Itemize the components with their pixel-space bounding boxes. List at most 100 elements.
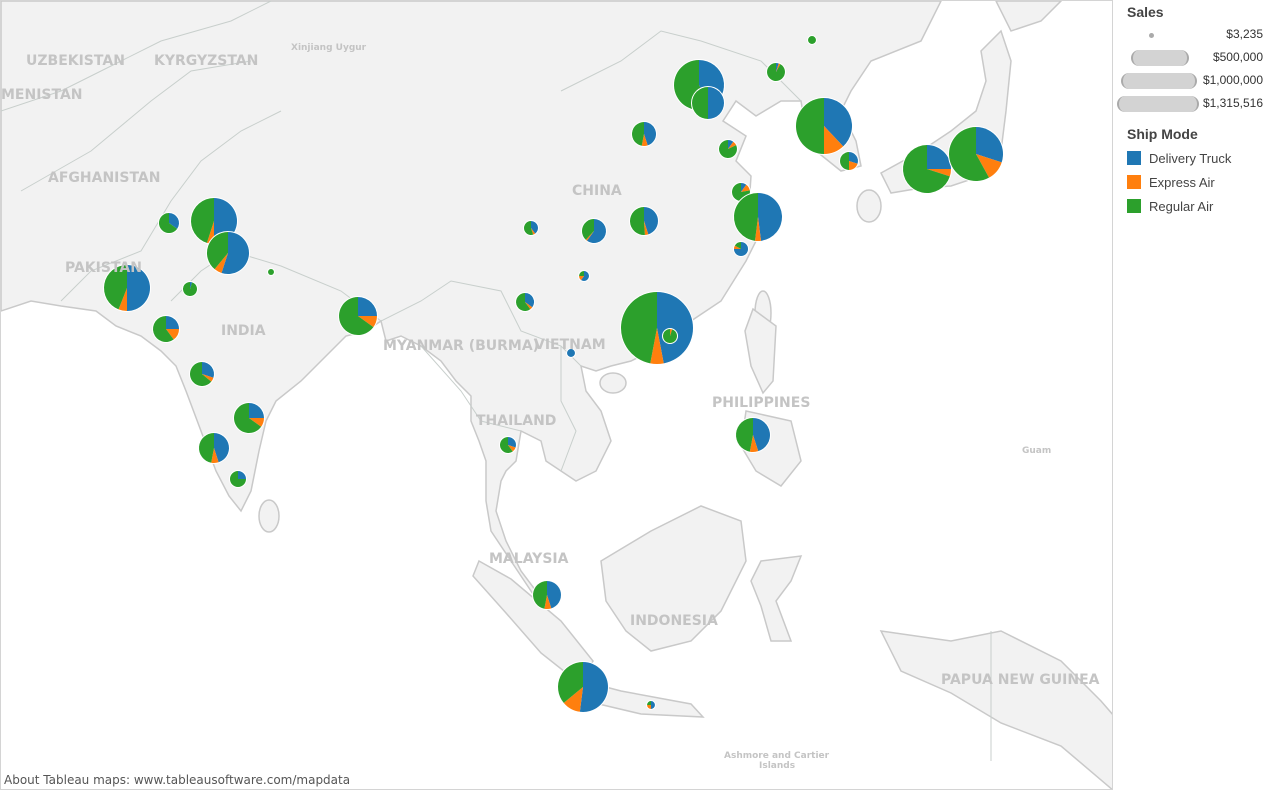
pie-slice-delivery-truck[interactable]	[166, 315, 180, 329]
pie-mark[interactable]	[205, 230, 251, 276]
pie-slice-regular-air[interactable]	[516, 293, 531, 311]
pie-slice-express-air[interactable]	[849, 161, 858, 170]
pie-slice-express-air[interactable]	[754, 217, 762, 242]
pie-slice-delivery-truck[interactable]	[238, 470, 247, 479]
pie-mark[interactable]	[766, 62, 786, 82]
pie-slice-delivery-truck[interactable]	[651, 701, 655, 709]
pie-slice-regular-air[interactable]	[902, 144, 950, 194]
pie-slice-delivery-truck[interactable]	[249, 403, 264, 418]
pie-mark[interactable]	[557, 661, 609, 713]
ship-mode-legend-item[interactable]: Delivery Truck	[1127, 146, 1263, 170]
pie-slice-express-air[interactable]	[585, 231, 594, 241]
ship-mode-legend-item[interactable]: Regular Air	[1127, 194, 1263, 218]
pie-slice-express-air[interactable]	[650, 328, 664, 364]
pie-mark[interactable]	[338, 296, 378, 336]
pie-slice-delivery-truck[interactable]	[547, 580, 562, 609]
pie-mark[interactable]	[732, 191, 784, 243]
pie-mark[interactable]	[732, 240, 750, 258]
pie-slice-express-air[interactable]	[579, 276, 584, 281]
pie-slice-express-air[interactable]	[733, 245, 741, 249]
pie-slice-express-air[interactable]	[118, 288, 127, 312]
pie-slice-express-air[interactable]	[211, 448, 219, 463]
pie-slice-express-air[interactable]	[166, 329, 180, 340]
pie-slice-delivery-truck[interactable]	[531, 220, 539, 234]
pie-slice-regular-air[interactable]	[579, 271, 584, 276]
pie-mark[interactable]	[901, 143, 953, 195]
pie-slice-delivery-truck[interactable]	[644, 122, 656, 146]
pie-slice-delivery-truck[interactable]	[927, 144, 952, 169]
pie-mark[interactable]	[735, 417, 771, 453]
pie-mark[interactable]	[267, 268, 275, 276]
pie-slice-delivery-truck[interactable]	[358, 297, 377, 316]
pie-slice-delivery-truck[interactable]	[169, 212, 180, 229]
pie-mark[interactable]	[661, 327, 679, 345]
pie-slice-regular-air[interactable]	[808, 36, 816, 44]
pie-mark[interactable]	[157, 211, 181, 235]
pie-slice-regular-air[interactable]	[795, 97, 824, 155]
pie-slice-regular-air[interactable]	[532, 580, 547, 609]
pie-slice-regular-air[interactable]	[629, 206, 645, 236]
pie-mark[interactable]	[566, 348, 576, 358]
pie-slice-regular-air[interactable]	[558, 662, 583, 703]
pie-slice-regular-air[interactable]	[206, 231, 228, 270]
pie-slice-regular-air[interactable]	[734, 241, 741, 249]
pie-slice-delivery-truck[interactable]	[508, 436, 517, 448]
pie-slice-delivery-truck[interactable]	[221, 231, 250, 275]
pie-slice-regular-air[interactable]	[736, 418, 753, 452]
pie-slice-express-air[interactable]	[358, 316, 377, 328]
pie-mark[interactable]	[151, 314, 181, 344]
pie-slice-express-air[interactable]	[202, 374, 214, 382]
pie-mark[interactable]	[718, 139, 738, 159]
pie-slice-regular-air[interactable]	[719, 140, 737, 158]
pie-slice-express-air[interactable]	[927, 169, 952, 177]
pie-slice-express-air[interactable]	[525, 302, 533, 310]
pie-slice-express-air[interactable]	[214, 253, 228, 273]
pie-mark[interactable]	[515, 292, 535, 312]
pie-slice-delivery-truck[interactable]	[127, 264, 151, 312]
pie-slice-express-air[interactable]	[749, 435, 759, 452]
pie-slice-regular-air[interactable]	[948, 126, 990, 182]
pie-mark[interactable]	[839, 151, 859, 171]
pie-slice-delivery-truck[interactable]	[586, 219, 606, 243]
pie-mark[interactable]	[947, 125, 1005, 183]
pie-mark[interactable]	[189, 361, 215, 387]
pie-slice-regular-air[interactable]	[632, 122, 644, 146]
pie-slice-delivery-truck[interactable]	[741, 183, 747, 192]
pie-slice-regular-air[interactable]	[582, 219, 594, 240]
pie-slice-delivery-truck[interactable]	[579, 662, 608, 712]
pie-slice-regular-air[interactable]	[158, 212, 178, 234]
pie-slice-regular-air[interactable]	[103, 264, 127, 310]
pie-slice-regular-air[interactable]	[733, 192, 758, 241]
pie-slice-delivery-truck[interactable]	[728, 140, 734, 149]
pie-slice-express-air[interactable]	[728, 141, 737, 149]
pie-slice-regular-air[interactable]	[268, 269, 274, 275]
pie-mark[interactable]	[498, 435, 518, 455]
pie-slice-delivery-truck[interactable]	[708, 86, 725, 120]
ship-mode-legend-item[interactable]: Express Air	[1127, 170, 1263, 194]
pie-slice-delivery-truck[interactable]	[202, 362, 214, 378]
map[interactable]: UZBEKISTAN KYRGYZSTAN Xinjiang Uygur MEN…	[0, 0, 1113, 790]
pie-slice-regular-air[interactable]	[523, 220, 534, 236]
pie-slice-regular-air[interactable]	[647, 701, 651, 705]
pie-mark[interactable]	[628, 205, 660, 237]
pie-slice-express-air[interactable]	[976, 154, 1002, 178]
pie-mark[interactable]	[531, 579, 563, 611]
pie-slice-regular-air[interactable]	[499, 436, 513, 454]
pie-slice-regular-air[interactable]	[621, 292, 657, 364]
pie-slice-express-air[interactable]	[641, 134, 648, 146]
pie-slice-express-air[interactable]	[508, 445, 516, 452]
pie-slice-regular-air[interactable]	[234, 403, 262, 433]
pie-slice-delivery-truck[interactable]	[190, 281, 193, 289]
pie-slice-express-air[interactable]	[824, 126, 844, 155]
pie-mark[interactable]	[581, 218, 607, 244]
pie-slice-delivery-truck[interactable]	[525, 293, 534, 308]
pie-slice-regular-air[interactable]	[190, 197, 214, 243]
pie-slice-delivery-truck[interactable]	[581, 271, 589, 281]
pie-slice-express-air[interactable]	[544, 595, 552, 610]
pie-slice-delivery-truck[interactable]	[567, 349, 575, 357]
pie-mark[interactable]	[646, 700, 656, 710]
pie-mark[interactable]	[228, 469, 248, 489]
pie-slice-delivery-truck[interactable]	[758, 192, 783, 241]
pie-slice-delivery-truck[interactable]	[214, 433, 229, 463]
pie-mark[interactable]	[198, 432, 230, 464]
